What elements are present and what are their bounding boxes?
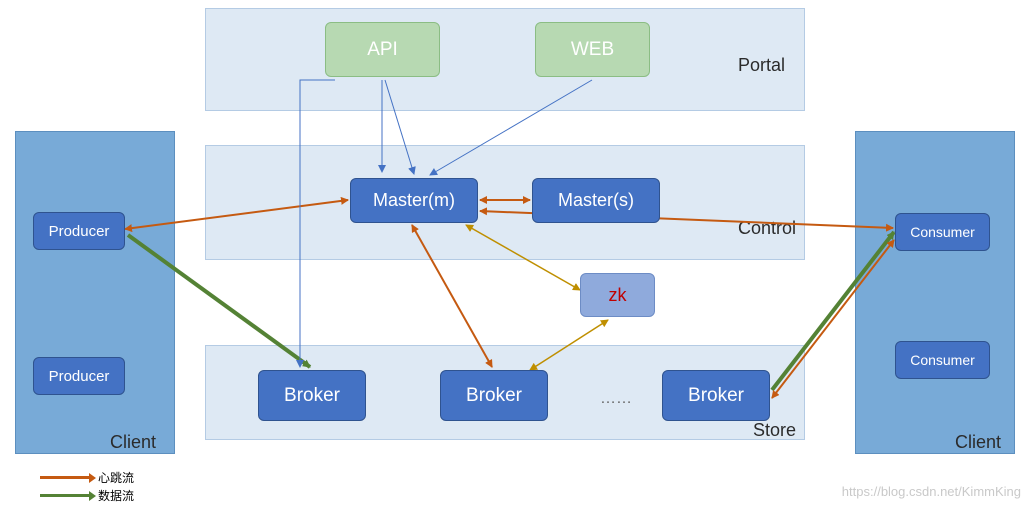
zk-node: zk — [580, 273, 655, 317]
consumer-1-node: Consumer — [895, 213, 990, 251]
portal-region — [205, 8, 805, 111]
producer-1-node: Producer — [33, 212, 125, 250]
watermark: https://blog.csdn.net/KimmKing — [842, 484, 1021, 499]
web-node: WEB — [535, 22, 650, 77]
legend-item: 数据流 — [40, 486, 134, 504]
client-right-label: Client — [955, 432, 1001, 453]
control-region — [205, 145, 805, 260]
producer-2-node: Producer — [33, 357, 125, 395]
broker-1-node: Broker — [258, 370, 366, 421]
broker-3-node: Broker — [662, 370, 770, 421]
legend-item: 心跳流 — [40, 468, 134, 486]
portal-label: Portal — [738, 55, 785, 76]
master-s-node: Master(s) — [532, 178, 660, 223]
legend-swatch — [40, 476, 90, 479]
client-left-label: Client — [110, 432, 156, 453]
ellipsis-label: …… — [600, 390, 632, 408]
legend-label: 心跳流 — [98, 469, 134, 486]
client-left-region — [15, 131, 175, 454]
control-label: Control — [738, 218, 796, 239]
client-right-region — [855, 131, 1015, 454]
legend-label: 数据流 — [98, 487, 134, 504]
consumer-2-node: Consumer — [895, 341, 990, 379]
api-node: API — [325, 22, 440, 77]
legend: 心跳流数据流 — [40, 468, 134, 504]
store-label: Store — [753, 420, 796, 441]
broker-2-node: Broker — [440, 370, 548, 421]
legend-swatch — [40, 494, 90, 497]
master-m-node: Master(m) — [350, 178, 478, 223]
